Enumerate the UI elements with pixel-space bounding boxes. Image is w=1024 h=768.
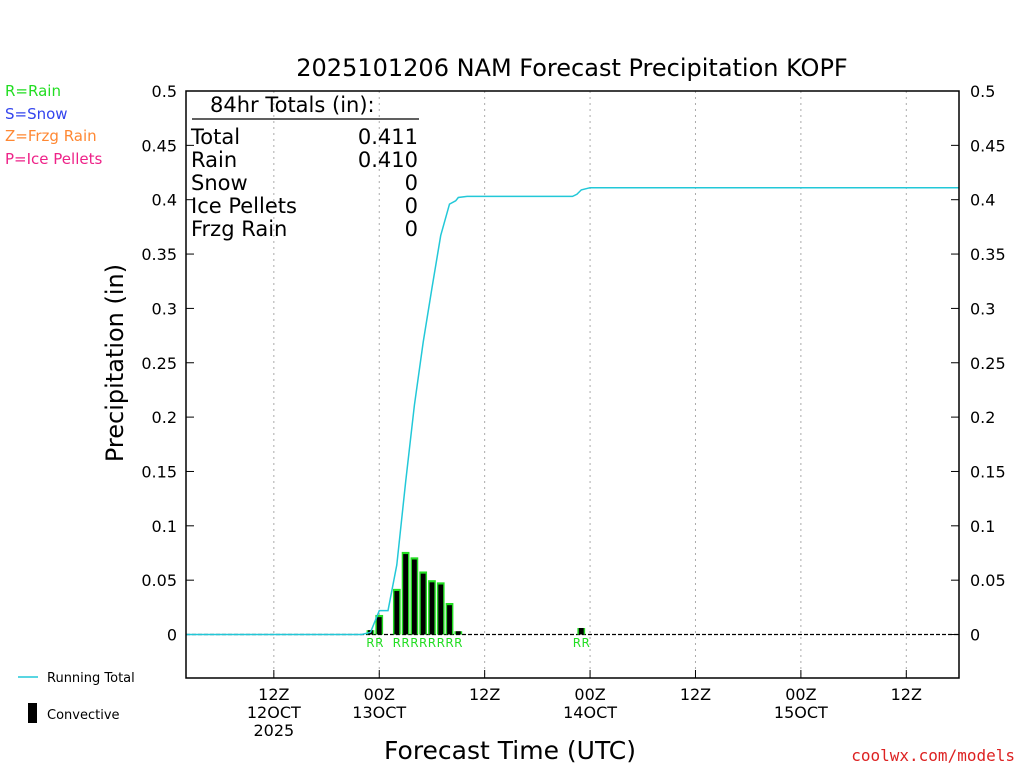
legend-rain: R=Rain [5, 82, 61, 100]
convective-bar [376, 617, 382, 635]
convective-swatch [28, 703, 37, 723]
precip-type-letter: R [393, 636, 401, 650]
legend-ice-pellets: P=Ice Pellets [5, 150, 102, 168]
totals-header: 84hr Totals (in): [210, 93, 375, 117]
precip-type-letter: R [375, 636, 383, 650]
series-legend: Running Total Convective [18, 671, 135, 723]
x-tick-label: 2025 [253, 721, 294, 740]
precip-type-letter: R [401, 636, 409, 650]
convective-bar [455, 631, 461, 635]
y-tick-label-left: 0.3 [152, 299, 177, 318]
convective-bar [394, 591, 400, 635]
precip-type-letter: R [573, 636, 581, 650]
running-total-label: Running Total [47, 671, 135, 686]
precip-type-legend: R=Rain S=Snow Z=Frzg Rain P=Ice Pellets [5, 82, 102, 168]
y-tick-label-right: 0.15 [970, 462, 1006, 481]
precip-type-letter: R [454, 636, 462, 650]
x-tick-label: 00Z [785, 685, 816, 704]
x-tick-label: 00Z [574, 685, 605, 704]
y-tick-label-right: 0 [970, 626, 980, 645]
x-tick-label: 00Z [364, 685, 395, 704]
precip-type-letter: R [437, 636, 445, 650]
totals-value-snow: 0 [405, 171, 418, 195]
chart-title: 2025101206 NAM Forecast Precipitation KO… [296, 54, 847, 82]
y-tick-label-left: 0.2 [152, 408, 177, 427]
precip-type-letter: R [410, 636, 418, 650]
y-tick-label-left: 0 [167, 626, 177, 645]
convective-label: Convective [47, 708, 120, 723]
y-tick-label-right: 0.05 [970, 571, 1006, 590]
legend-frzg-rain: Z=Frzg Rain [5, 127, 97, 145]
legend-snow: S=Snow [5, 105, 68, 123]
y-tick-label-left: 0.4 [152, 191, 177, 210]
totals-value-rain: 0.410 [358, 148, 418, 172]
y-tick-label-right: 0.4 [970, 191, 995, 210]
y-tick-label-left: 0.1 [152, 517, 177, 536]
convective-bar [438, 584, 444, 635]
x-axis-label: Forecast Time (UTC) [384, 736, 636, 765]
precip-type-letter: R [419, 636, 427, 650]
y-tick-label-left: 0.45 [141, 136, 177, 155]
x-tick-label: 15OCT [774, 703, 828, 722]
y-tick-label-left: 0.35 [141, 245, 177, 264]
totals-value-total: 0.411 [358, 125, 418, 149]
y-tick-label-left: 0.15 [141, 462, 177, 481]
totals-label-frzg-rain: Frzg Rain [191, 217, 287, 241]
totals-box: 84hr Totals (in): Total 0.411 Rain 0.410… [190, 93, 419, 241]
y-tick-label-right: 0.25 [970, 354, 1006, 373]
x-tick-label: 12Z [469, 685, 500, 704]
precip-type-letter: R [366, 636, 374, 650]
totals-label-ice-pellets: Ice Pellets [191, 194, 297, 218]
totals-value-frzg-rain: 0 [405, 217, 418, 241]
convective-bar [403, 554, 409, 635]
totals-value-ice-pellets: 0 [405, 194, 418, 218]
x-tick-label: 12Z [891, 685, 922, 704]
y-tick-label-right: 0.3 [970, 299, 995, 318]
convective-bar [429, 582, 435, 635]
precip-type-letter: R [582, 636, 590, 650]
y-tick-label-right: 0.5 [970, 82, 995, 101]
running-total-line [186, 186, 959, 636]
convective-bar [411, 559, 417, 635]
y-tick-label-left: 0.05 [141, 571, 177, 590]
convective-bar [420, 573, 426, 635]
y-tick-label-left: 0.5 [152, 82, 177, 101]
precip-type-letter: R [445, 636, 453, 650]
totals-label-total: Total [190, 125, 240, 149]
x-tick-label: 13OCT [352, 703, 406, 722]
plot-frame [185, 90, 960, 679]
convective-bar [578, 627, 584, 635]
precip-type-letter: R [428, 636, 436, 650]
totals-label-rain: Rain [191, 148, 237, 172]
y-tick-label-right: 0.45 [970, 136, 1006, 155]
convective-bar [447, 605, 452, 635]
y-tick-label-right: 0.35 [970, 245, 1006, 264]
totals-label-snow: Snow [191, 171, 248, 195]
x-tick-label: 12Z [258, 685, 289, 704]
y-tick-label-right: 0.2 [970, 408, 995, 427]
y-axis-label: Precipitation (in) [101, 264, 129, 462]
x-tick-label: 14OCT [563, 703, 617, 722]
credit-text: coolwx.com/models [851, 746, 1015, 765]
x-tick-label: 12Z [680, 685, 711, 704]
y-tick-label-left: 0.25 [141, 354, 177, 373]
y-tick-label-right: 0.1 [970, 517, 995, 536]
x-tick-label: 12OCT [247, 703, 301, 722]
